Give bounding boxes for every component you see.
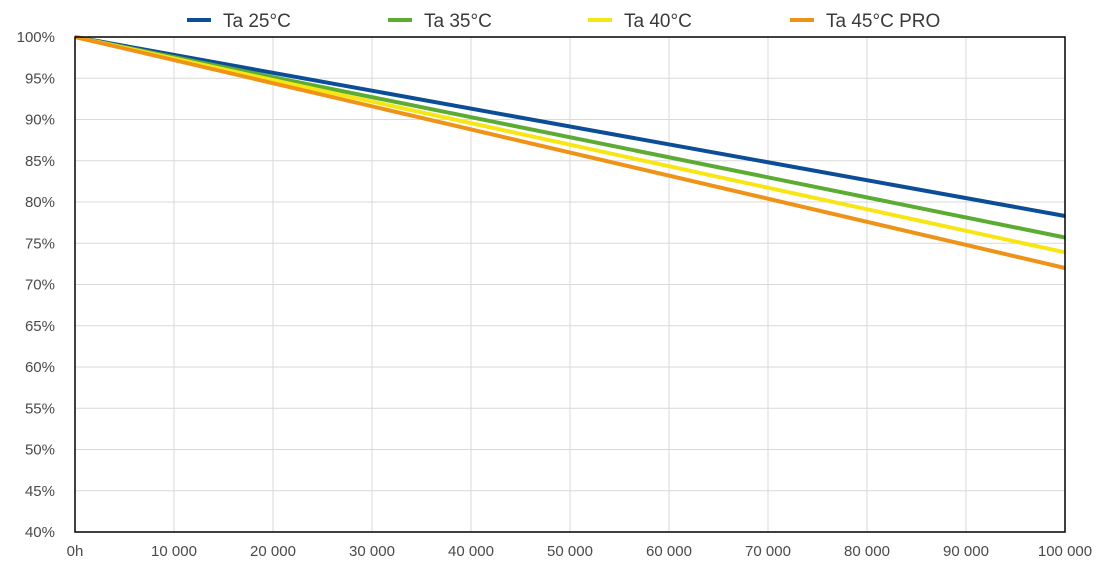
x-tick-label: 60 000 — [646, 543, 692, 560]
y-tick-label: 80% — [25, 194, 55, 211]
y-tick-label: 70% — [25, 277, 55, 294]
legend-label: Ta 40°C — [624, 11, 692, 32]
series-line-2 — [74, 35, 1066, 240]
y-tick-label: 45% — [25, 483, 55, 500]
y-tick-label: 95% — [25, 70, 55, 87]
x-tick-label: 50 000 — [547, 543, 593, 560]
y-tick-label: 40% — [25, 524, 55, 541]
x-tick-label: 0h — [67, 543, 84, 560]
y-tick-label: 55% — [25, 400, 55, 417]
y-tick-label: 85% — [25, 153, 55, 170]
y-tick-label: 60% — [25, 359, 55, 376]
grid — [75, 37, 1065, 532]
x-tick-label: 10 000 — [151, 543, 197, 560]
y-tick-label: 65% — [25, 318, 55, 335]
series-line-1 — [74, 35, 1066, 218]
series-line-4 — [74, 35, 1066, 270]
x-axis-tick-labels: 0h 10 000 20 000 30 000 40 000 50 000 60 000 70… — [67, 543, 1092, 560]
x-tick-label: 40 000 — [448, 543, 494, 560]
plot-area-frame — [74, 36, 1066, 533]
legend-label: Ta 35°C — [424, 11, 492, 32]
y-tick-label: 75% — [25, 235, 55, 252]
series-line-3 — [74, 35, 1066, 255]
y-axis-tick-labels: 40% 45% 50% 55% 60% 65% 70% 75% 80% 85% 90% 95% 100% — [17, 29, 55, 541]
legend-label: Ta 45°C PRO — [826, 11, 940, 32]
series-lines — [74, 35, 1066, 270]
x-tick-label: 80 000 — [844, 543, 890, 560]
legend-label: Ta 25°C — [223, 11, 291, 32]
x-tick-label: 30 000 — [349, 543, 395, 560]
legend: Ta 25°C Ta 35°C Ta 40°C Ta 45°C PRO — [187, 11, 940, 32]
x-tick-label: 100 000 — [1038, 543, 1092, 560]
y-tick-label: 50% — [25, 442, 55, 459]
x-tick-label: 70 000 — [745, 543, 791, 560]
y-tick-label: 90% — [25, 112, 55, 129]
y-tick-label: 100% — [17, 29, 55, 46]
x-tick-label: 90 000 — [943, 543, 989, 560]
x-tick-label: 20 000 — [250, 543, 296, 560]
